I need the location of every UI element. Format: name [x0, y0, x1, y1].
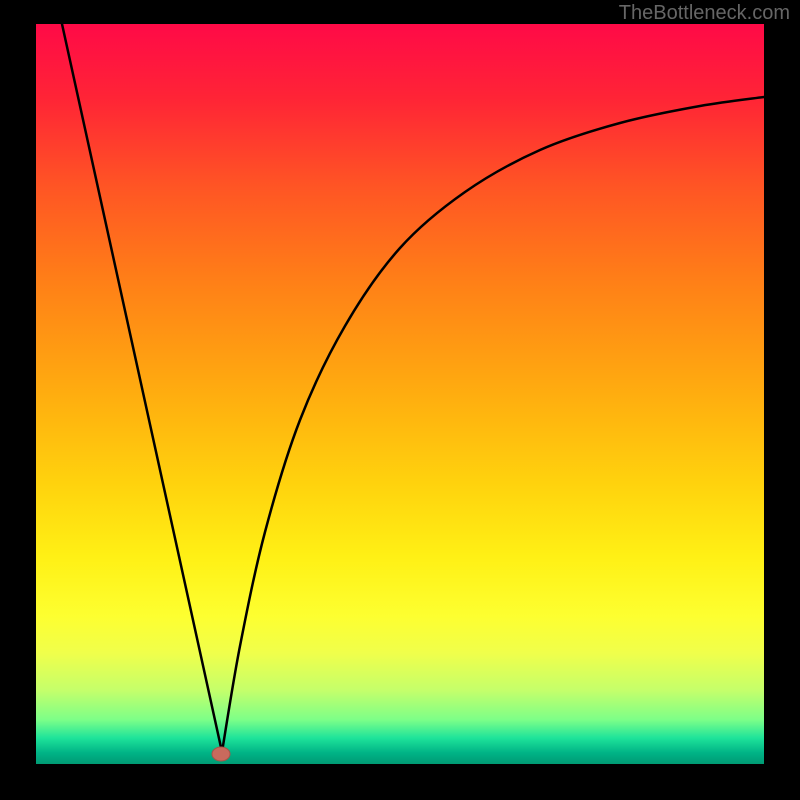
optimal-point-marker	[212, 747, 230, 761]
watermark-text: TheBottleneck.com	[619, 2, 790, 25]
plot-background	[36, 24, 764, 764]
chart-frame: TheBottleneck.com	[0, 0, 800, 800]
bottleneck-chart	[0, 0, 800, 800]
